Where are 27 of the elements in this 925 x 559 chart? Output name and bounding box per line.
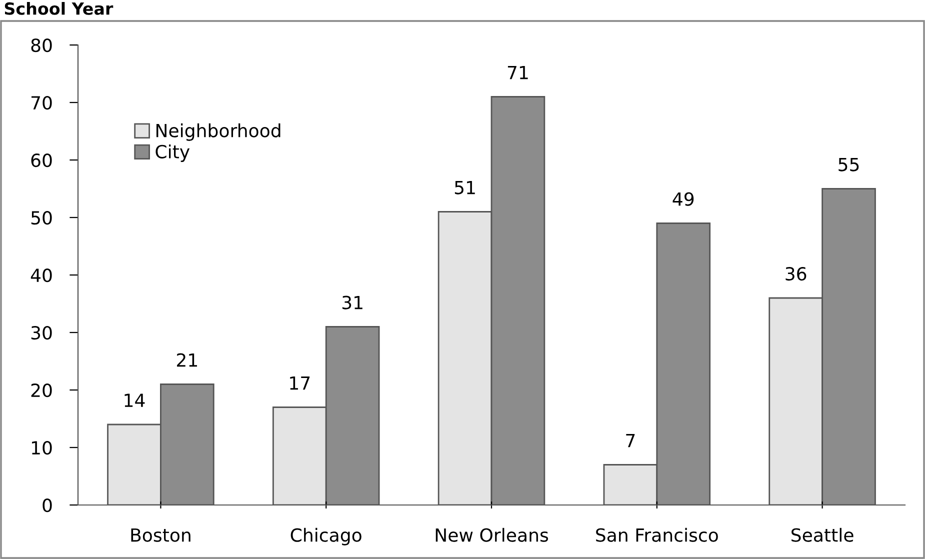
x-tick-label: New Orleans [436,528,548,542]
x-tick-label: Boston [131,528,190,542]
data-label: 7 [626,434,635,448]
chart-title: School Year [4,2,114,15]
y-tick-label: 80 [31,38,52,52]
data-label: 51 [454,180,475,194]
data-label: 21 [177,353,197,367]
data-label: 14 [124,394,145,407]
y-tick-label: 30 [31,326,52,340]
x-tick-label: Seattle [792,528,854,542]
data-label: 49 [672,192,694,206]
x-tick-label: Chicago [290,528,362,546]
y-tick-label: 0 [42,498,52,512]
x-tick-label: San Francisco [596,528,718,542]
data-label: 17 [290,376,310,390]
legend-label: Neighborhood [156,123,280,141]
y-tick-label: 20 [31,383,52,398]
data-label: 55 [838,158,859,172]
y-tick-label: 50 [31,210,52,225]
y-tick-label: 40 [30,268,52,282]
data-label: 71 [508,66,528,80]
y-tick-label: 60 [31,153,52,168]
y-tick-label: 70 [32,96,52,110]
data-label: 36 [786,266,806,281]
y-tick-label: 10 [32,440,52,455]
legend-label: City [156,144,190,162]
data-label: 31 [342,296,362,310]
